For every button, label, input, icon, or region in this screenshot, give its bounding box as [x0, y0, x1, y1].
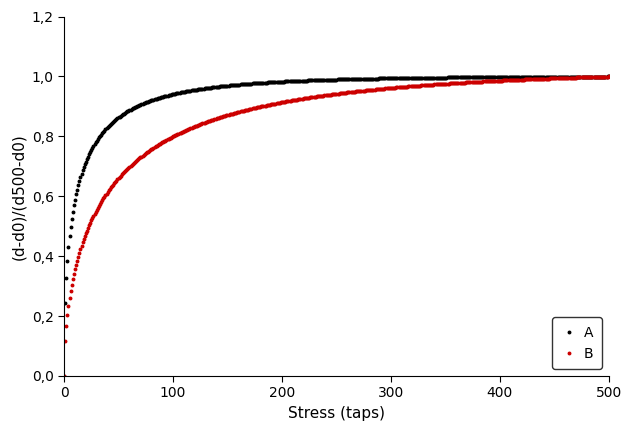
B [60, 373, 68, 378]
B [511, 77, 519, 83]
A [418, 75, 425, 80]
Line: B: B [63, 75, 610, 377]
B [258, 104, 266, 109]
B [196, 122, 203, 127]
B [218, 114, 226, 119]
A [258, 80, 266, 86]
A [511, 74, 519, 79]
A [218, 84, 226, 89]
A [411, 75, 418, 80]
A [60, 373, 68, 378]
B [411, 83, 418, 89]
A [196, 86, 203, 92]
Line: A: A [63, 75, 610, 377]
A [605, 74, 613, 79]
Legend: A, B: A, B [552, 318, 602, 369]
B [418, 83, 425, 88]
B [605, 74, 613, 79]
Y-axis label: (d-d0)/(d500-d0): (d-d0)/(d500-d0) [11, 133, 26, 260]
X-axis label: Stress (taps): Stress (taps) [288, 406, 385, 421]
